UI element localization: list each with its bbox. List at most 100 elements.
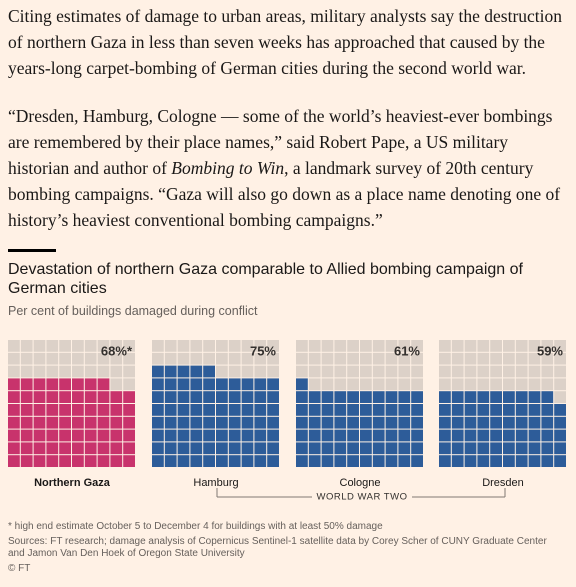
empty-cell: [241, 352, 254, 365]
empty-cell: [477, 340, 490, 352]
filled-cell: [84, 429, 97, 442]
empty-cell: [8, 365, 20, 378]
empty-cell: [267, 365, 279, 378]
filled-cell: [72, 442, 84, 455]
filled-cell: [541, 429, 554, 442]
filled-cell: [503, 442, 515, 455]
note: * high end estimate October 5 to Decembe…: [8, 521, 383, 532]
filled-cell: [177, 378, 190, 391]
filled-cell: [228, 416, 241, 429]
filled-cell: [360, 455, 372, 467]
empty-cell: [216, 352, 228, 365]
filled-cell: [8, 429, 20, 442]
empty-cell: [451, 365, 464, 378]
empty-cell: [528, 340, 541, 352]
filled-cell: [241, 404, 254, 416]
filled-cell: [347, 416, 359, 429]
filled-cell: [46, 455, 59, 467]
empty-cell: [554, 340, 566, 352]
filled-cell: [33, 404, 46, 416]
filled-cell: [228, 378, 241, 391]
filled-cell: [528, 416, 541, 429]
empty-cell: [347, 378, 359, 391]
empty-cell: [20, 340, 33, 352]
filled-cell: [439, 391, 451, 403]
empty-cell: [451, 352, 464, 365]
empty-cell: [110, 352, 123, 365]
empty-cell: [177, 340, 190, 352]
filled-cell: [152, 404, 164, 416]
rule: [8, 249, 56, 252]
empty-cell: [334, 352, 347, 365]
filled-cell: [541, 404, 554, 416]
empty-cell: [515, 378, 528, 391]
filled-cell: [84, 442, 97, 455]
filled-cell: [372, 455, 385, 467]
empty-cell: [241, 365, 254, 378]
empty-cell: [554, 391, 566, 403]
filled-cell: [123, 404, 135, 416]
filled-cell: [477, 391, 490, 403]
filled-cell: [477, 416, 490, 429]
filled-cell: [123, 416, 135, 429]
filled-cell: [164, 378, 177, 391]
filled-cell: [84, 416, 97, 429]
filled-cell: [177, 404, 190, 416]
empty-cell: [228, 352, 241, 365]
filled-cell: [241, 378, 254, 391]
filled-cell: [228, 391, 241, 403]
empty-cell: [411, 340, 423, 352]
filled-cell: [203, 391, 215, 403]
filled-cell: [464, 404, 477, 416]
empty-cell: [439, 378, 451, 391]
filled-cell: [241, 455, 254, 467]
empty-cell: [334, 378, 347, 391]
empty-cell: [97, 365, 110, 378]
empty-cell: [308, 365, 321, 378]
filled-cell: [241, 429, 254, 442]
empty-cell: [152, 352, 164, 365]
filled-cell: [360, 442, 372, 455]
empty-cell: [20, 352, 33, 365]
filled-cell: [46, 416, 59, 429]
filled-cell: [385, 455, 398, 467]
book-title: Bombing to Win: [171, 158, 285, 178]
empty-cell: [477, 365, 490, 378]
filled-cell: [308, 455, 321, 467]
filled-cell: [411, 416, 423, 429]
filled-cell: [33, 391, 46, 403]
filled-cell: [177, 416, 190, 429]
empty-cell: [464, 378, 477, 391]
empty-cell: [97, 352, 110, 365]
filled-cell: [372, 391, 385, 403]
filled-cell: [296, 455, 308, 467]
empty-cell: [72, 352, 84, 365]
filled-cell: [267, 429, 279, 442]
filled-cell: [541, 455, 554, 467]
filled-cell: [190, 416, 203, 429]
empty-cell: [541, 378, 554, 391]
filled-cell: [477, 404, 490, 416]
empty-cell: [451, 340, 464, 352]
filled-cell: [347, 455, 359, 467]
empty-cell: [84, 340, 97, 352]
filled-cell: [464, 442, 477, 455]
empty-cell: [152, 340, 164, 352]
filled-cell: [321, 429, 334, 442]
filled-cell: [110, 404, 123, 416]
empty-cell: [439, 340, 451, 352]
empty-cell: [398, 352, 411, 365]
filled-cell: [97, 391, 110, 403]
filled-cell: [164, 404, 177, 416]
empty-cell: [267, 352, 279, 365]
filled-cell: [177, 455, 190, 467]
paragraph: Citing estimates of damage to urban area…: [8, 3, 570, 81]
filled-cell: [490, 455, 502, 467]
empty-cell: [541, 352, 554, 365]
empty-cell: [347, 340, 359, 352]
filled-cell: [190, 365, 203, 378]
empty-cell: [385, 352, 398, 365]
filled-cell: [411, 455, 423, 467]
empty-cell: [347, 352, 359, 365]
chart: 68%* Northern Gaza 75% Hamburg 61% Cologne 59%…: [8, 340, 566, 503]
